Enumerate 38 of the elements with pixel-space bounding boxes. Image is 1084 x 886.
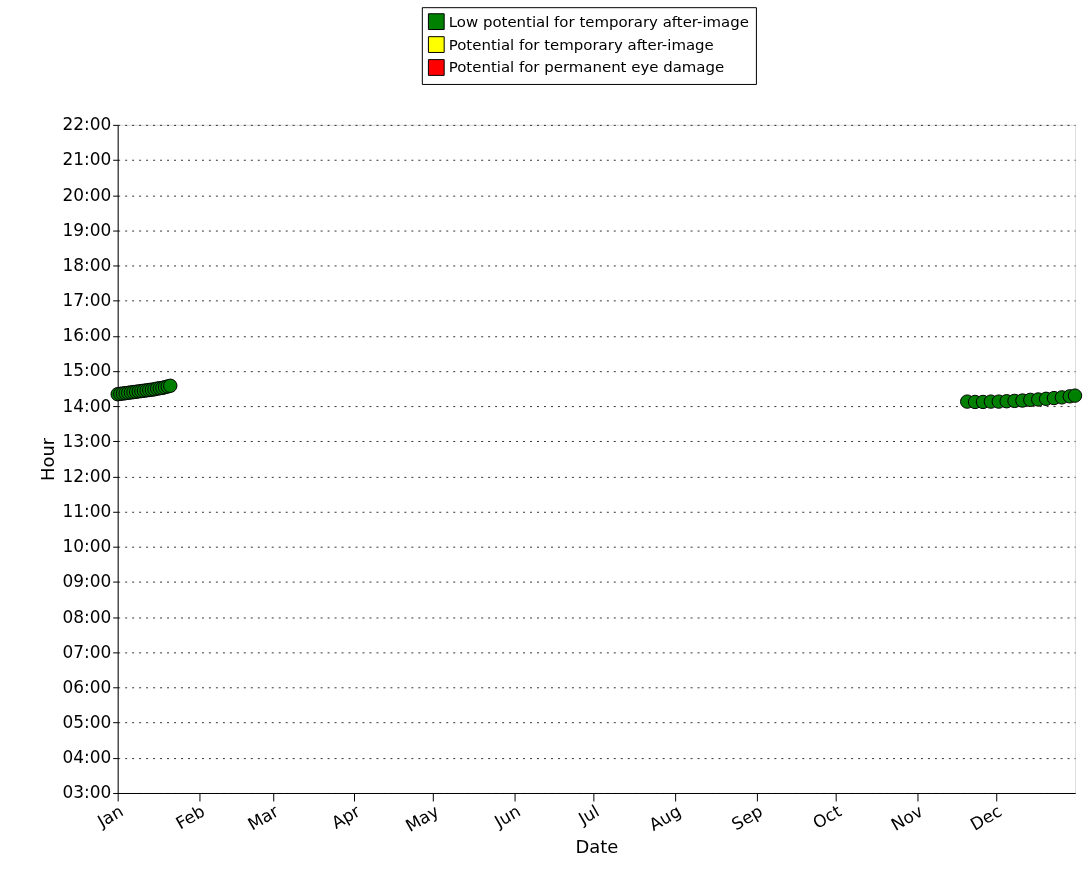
y-tick-label: 06:00 — [62, 676, 112, 697]
y-tick-label: 10:00 — [62, 536, 112, 557]
y-tick-label: 04:00 — [62, 747, 112, 768]
y-tick-label: 12:00 — [62, 465, 112, 486]
y-tick-label: 11:00 — [62, 501, 112, 522]
x-tick-label: Sep — [728, 800, 766, 835]
x-tick-label: Jan — [93, 800, 127, 832]
x-tick-label: Jun — [490, 800, 524, 832]
x-tick-label: May — [401, 800, 443, 836]
y-tick-label: 19:00 — [62, 219, 112, 240]
y-tick-label: 07:00 — [62, 641, 112, 662]
y-axis-title: Hour — [37, 437, 59, 482]
legend-label: Potential for temporary after-image — [448, 35, 714, 54]
x-tick-label: Jul — [574, 800, 603, 829]
y-tick-label: 13:00 — [62, 430, 112, 451]
x-tick-label: Mar — [244, 800, 282, 835]
x-axis-title: Date — [575, 835, 619, 857]
y-tick-label: 16:00 — [62, 325, 112, 346]
y-tick-label: 09:00 — [62, 571, 112, 592]
y-tick-label: 18:00 — [62, 255, 112, 275]
y-tick-label: 22:00 — [62, 114, 112, 135]
x-tick-label: Nov — [887, 800, 927, 835]
y-tick-label: 08:00 — [62, 606, 112, 627]
x-tick-label: Oct — [809, 800, 845, 833]
x-tick-label: Aug — [645, 800, 685, 835]
x-tick-label: Apr — [327, 800, 364, 833]
y-tick-label: 21:00 — [62, 149, 112, 170]
y-tick-label: 15:00 — [62, 360, 112, 381]
legend-label: Potential for permanent eye damage — [448, 58, 725, 77]
y-tick-label: 03:00 — [62, 782, 112, 803]
x-tick-label: Feb — [172, 800, 209, 834]
point — [1067, 388, 1083, 403]
y-tick-label: 05:00 — [62, 712, 112, 733]
y-tick-label: 17:00 — [62, 290, 112, 311]
y-tick-label: 20:00 — [62, 184, 112, 205]
y-tick-label: 14:00 — [62, 395, 112, 416]
x-tick-label: Dec — [966, 800, 1006, 835]
legend-label: Low potential for temporary after-image — [448, 12, 749, 31]
